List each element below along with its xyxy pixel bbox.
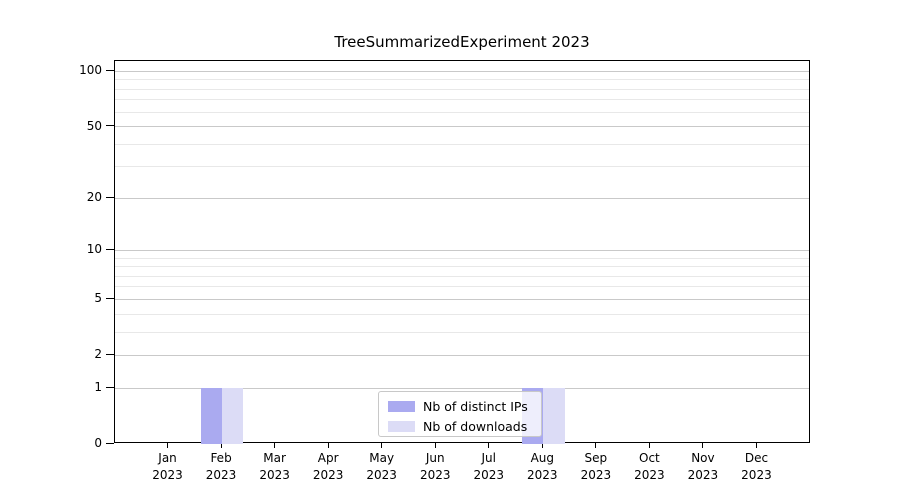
y-gridline-minor bbox=[115, 79, 809, 81]
x-tick-label: Oct 2023 bbox=[634, 451, 665, 482]
x-tick bbox=[541, 443, 543, 448]
y-gridline-minor bbox=[115, 313, 809, 315]
y-gridline-major bbox=[115, 126, 809, 128]
x-tick-label: Aug 2023 bbox=[527, 451, 558, 482]
x-tick bbox=[755, 443, 757, 448]
legend-swatch-distinct-ips bbox=[388, 401, 415, 412]
x-tick-label: Feb 2023 bbox=[205, 451, 237, 482]
x-tick bbox=[327, 443, 329, 448]
y-tick-label: 50 bbox=[86, 118, 102, 133]
y-tick-label: 20 bbox=[86, 190, 102, 205]
y-gridline-major bbox=[115, 70, 809, 72]
y-tick bbox=[106, 297, 114, 299]
bar-downloads-aug bbox=[543, 388, 565, 444]
x-tick-label: Sep 2023 bbox=[580, 451, 612, 482]
y-tick-label: 10 bbox=[86, 242, 102, 257]
x-tick-label: Dec 2023 bbox=[741, 451, 772, 482]
y-tick bbox=[106, 353, 114, 355]
x-tick bbox=[381, 443, 383, 448]
y-tick-label: 2 bbox=[94, 347, 102, 362]
x-tick bbox=[488, 443, 490, 448]
x-tick bbox=[167, 443, 169, 448]
legend-item-downloads: Nb of downloads bbox=[388, 417, 541, 436]
y-gridline-minor bbox=[115, 166, 809, 168]
x-tick bbox=[702, 443, 704, 448]
y-gridline-major bbox=[115, 387, 809, 389]
x-tick-label: Jan 2023 bbox=[152, 451, 183, 482]
y-gridline-minor bbox=[115, 99, 809, 101]
chart-title: TreeSummarizedExperiment 2023 bbox=[334, 33, 590, 51]
bar-downloads-feb bbox=[222, 388, 244, 444]
y-tick bbox=[106, 442, 114, 444]
x-tick-label: Mar 2023 bbox=[259, 451, 290, 482]
y-gridline-major bbox=[115, 298, 809, 300]
x-tick bbox=[274, 443, 276, 448]
y-gridline-minor bbox=[115, 331, 809, 333]
y-gridline-minor bbox=[115, 275, 809, 277]
x-tick-label: Nov 2023 bbox=[687, 451, 719, 482]
x-tick-label: May 2023 bbox=[366, 451, 397, 482]
x-tick-label: Jul 2023 bbox=[473, 451, 505, 482]
y-tick bbox=[106, 248, 114, 250]
legend-item-distinct-ips: Nb of distinct IPs bbox=[388, 397, 541, 416]
y-tick bbox=[106, 69, 114, 71]
legend: Nb of distinct IPs Nb of downloads bbox=[378, 391, 542, 437]
legend-label-downloads: Nb of downloads bbox=[423, 419, 528, 434]
y-gridline-minor bbox=[115, 111, 809, 113]
y-gridline-minor bbox=[115, 266, 809, 268]
y-gridline-minor bbox=[115, 88, 809, 90]
y-gridline-major bbox=[115, 197, 809, 199]
y-tick-label: 0 bbox=[94, 436, 102, 450]
x-tick-label: Apr 2023 bbox=[312, 451, 344, 482]
y-tick bbox=[106, 196, 114, 198]
y-gridline-major bbox=[115, 249, 809, 251]
y-gridline-minor bbox=[115, 143, 809, 145]
y-tick-label: 1 bbox=[94, 380, 102, 395]
legend-label-distinct-ips: Nb of distinct IPs bbox=[423, 399, 528, 414]
y-tick-label: 5 bbox=[94, 291, 102, 306]
x-tick bbox=[220, 443, 222, 448]
y-tick bbox=[106, 386, 114, 388]
y-tick bbox=[106, 125, 114, 127]
x-tick bbox=[648, 443, 650, 448]
x-tick bbox=[595, 443, 597, 448]
y-gridline-minor bbox=[115, 257, 809, 259]
bar-distinct-ips-feb bbox=[200, 388, 223, 444]
x-tick bbox=[434, 443, 436, 448]
x-tick-label: Jun 2023 bbox=[419, 451, 451, 482]
y-gridline-minor bbox=[115, 286, 809, 288]
plot-area bbox=[114, 60, 810, 444]
legend-swatch-downloads bbox=[388, 421, 415, 432]
y-tick-label: 100 bbox=[79, 63, 102, 78]
y-gridline-major bbox=[115, 354, 809, 356]
